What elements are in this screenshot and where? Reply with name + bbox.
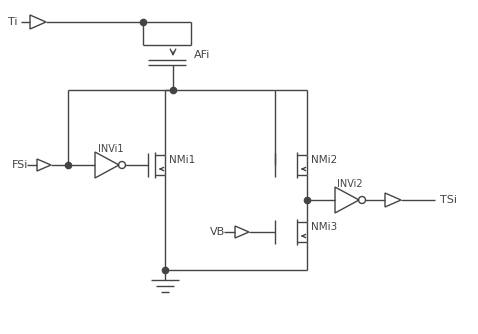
Text: NMi3: NMi3 [311, 222, 337, 232]
Text: INVi2: INVi2 [337, 179, 363, 189]
Text: Ti: Ti [8, 17, 18, 27]
Text: AFi: AFi [194, 50, 210, 60]
Text: NMi1: NMi1 [169, 155, 195, 165]
Text: FSi: FSi [12, 160, 28, 170]
Text: INVi1: INVi1 [98, 144, 123, 154]
Text: VB: VB [210, 227, 225, 237]
Text: TSi: TSi [440, 195, 457, 205]
Text: NMi2: NMi2 [311, 155, 337, 165]
